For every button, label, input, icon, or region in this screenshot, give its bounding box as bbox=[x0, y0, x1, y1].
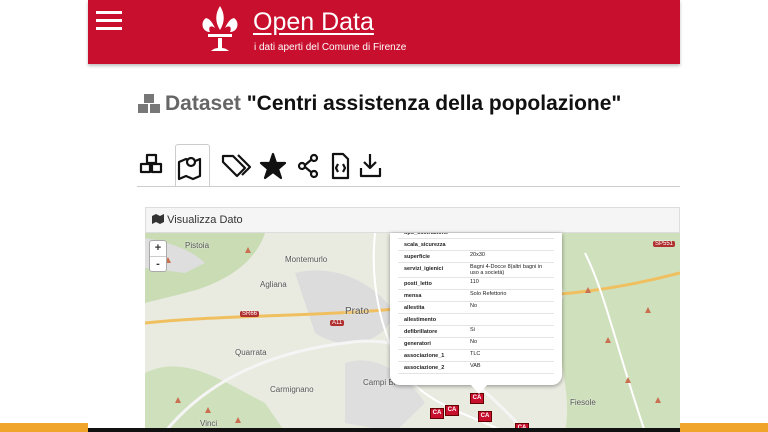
row-key: servizi_igienici bbox=[404, 266, 444, 272]
popup: tipo_costruzione cemento armato/muratura s… bbox=[390, 233, 562, 385]
tab-api[interactable] bbox=[331, 152, 350, 180]
road-label: SR66 bbox=[240, 311, 260, 317]
bottom-bar-right bbox=[680, 423, 768, 432]
site-title[interactable]: Open Data bbox=[253, 8, 374, 36]
tab-tags[interactable] bbox=[221, 154, 252, 178]
place-label: Prato bbox=[345, 306, 369, 317]
header: Open Data i dati aperti del Comune di Fi… bbox=[88, 0, 680, 64]
place-label: Carmignano bbox=[270, 385, 314, 394]
row-key: defibrillatore bbox=[404, 329, 438, 335]
row-value: cemento armato/muratura bbox=[470, 233, 550, 234]
row-value: No bbox=[470, 303, 478, 309]
panel-title: Visualizza Dato bbox=[152, 214, 243, 226]
tab-dataset[interactable] bbox=[139, 153, 163, 174]
popup-row: mensa Solo Refettorio bbox=[398, 290, 554, 302]
road-label: SP551 bbox=[653, 241, 676, 247]
popup-row: associazione_1 TLC bbox=[398, 350, 554, 362]
zoom-in[interactable]: + bbox=[150, 241, 166, 257]
popup-row: servizi_igienici Bagni 4-Docce 8(altri ba… bbox=[398, 263, 554, 278]
popup-row: associazione_2 VAB bbox=[398, 362, 554, 374]
place-label: Agliana bbox=[260, 280, 287, 289]
row-key: generatori bbox=[404, 341, 431, 347]
popup-tail bbox=[470, 384, 488, 394]
row-value: Bagni 4-Docce 8(altri bagni in uso a soc… bbox=[470, 264, 543, 276]
bottom-bar bbox=[88, 428, 680, 432]
row-value: 110 bbox=[470, 279, 479, 285]
tab-favorite[interactable] bbox=[259, 152, 287, 180]
row-key: associazione_2 bbox=[404, 365, 445, 371]
row-key: tipo_costruzione bbox=[404, 233, 449, 236]
panel-header bbox=[145, 207, 680, 233]
popup-row: posti_letto 110 bbox=[398, 278, 554, 290]
zoom-out[interactable]: - bbox=[156, 258, 160, 270]
row-value: 20x30 bbox=[470, 252, 485, 258]
map-marker[interactable]: CA bbox=[470, 393, 484, 404]
row-key: allestita bbox=[404, 305, 425, 311]
popup-row: allestita No bbox=[398, 302, 554, 314]
row-key: allestimento bbox=[404, 317, 437, 323]
tab-icons bbox=[139, 152, 382, 181]
heading-label: Dataset bbox=[165, 92, 241, 115]
place-label: Quarrata bbox=[235, 348, 267, 357]
place-label: Montemurlo bbox=[285, 255, 328, 264]
row-key: mensa bbox=[404, 293, 422, 299]
row-key: posti_letto bbox=[404, 281, 432, 287]
row-key: superficie bbox=[404, 254, 430, 260]
popup-row: scala_sicurezza bbox=[398, 239, 554, 251]
panel-title-text: Visualizza Dato bbox=[167, 214, 243, 226]
tab-map[interactable] bbox=[177, 156, 202, 181]
menu-button[interactable] bbox=[96, 11, 122, 31]
map-marker[interactable]: CA bbox=[430, 408, 444, 419]
road-label: A11 bbox=[330, 320, 345, 326]
row-value: Solo Refettorio bbox=[470, 291, 507, 297]
map-marker[interactable]: CA bbox=[478, 411, 492, 422]
popup-row: superficie 20x30 bbox=[398, 251, 554, 263]
row-value: Si bbox=[470, 327, 475, 333]
tab-share[interactable] bbox=[297, 153, 319, 179]
row-value: VAB bbox=[470, 363, 481, 369]
place-label: Campi Bi bbox=[363, 378, 396, 387]
site-subtitle: i dati aperti del Comune di Firenze bbox=[254, 42, 407, 53]
popup-row: generatori No bbox=[398, 338, 554, 350]
place-label: Vinci bbox=[200, 419, 218, 428]
zoom-control: + - bbox=[149, 240, 167, 272]
place-label: Pistoia bbox=[185, 241, 210, 250]
map-icon bbox=[152, 214, 164, 224]
heading-title: "Centri assistenza della popolazione" bbox=[246, 92, 622, 115]
page-heading: Dataset "Centri assistenza della popolaz… bbox=[137, 92, 621, 116]
tabs-divider bbox=[137, 186, 680, 187]
popup-row: defibrillatore Si bbox=[398, 326, 554, 338]
row-value: TLC bbox=[470, 351, 481, 357]
dataset-icon bbox=[138, 94, 160, 113]
logo[interactable] bbox=[198, 4, 242, 52]
tab-download[interactable] bbox=[359, 154, 382, 178]
map-marker[interactable]: CA bbox=[445, 405, 459, 416]
popup-row: allestimento bbox=[398, 314, 554, 326]
bottom-bar-left bbox=[0, 423, 88, 432]
row-value: No bbox=[470, 339, 478, 345]
place-label: Fiesole bbox=[570, 398, 596, 407]
popup-row: tipo_costruzione cemento armato/muratura bbox=[398, 233, 554, 239]
row-key: associazione_1 bbox=[404, 353, 445, 359]
row-key: scala_sicurezza bbox=[404, 242, 446, 248]
